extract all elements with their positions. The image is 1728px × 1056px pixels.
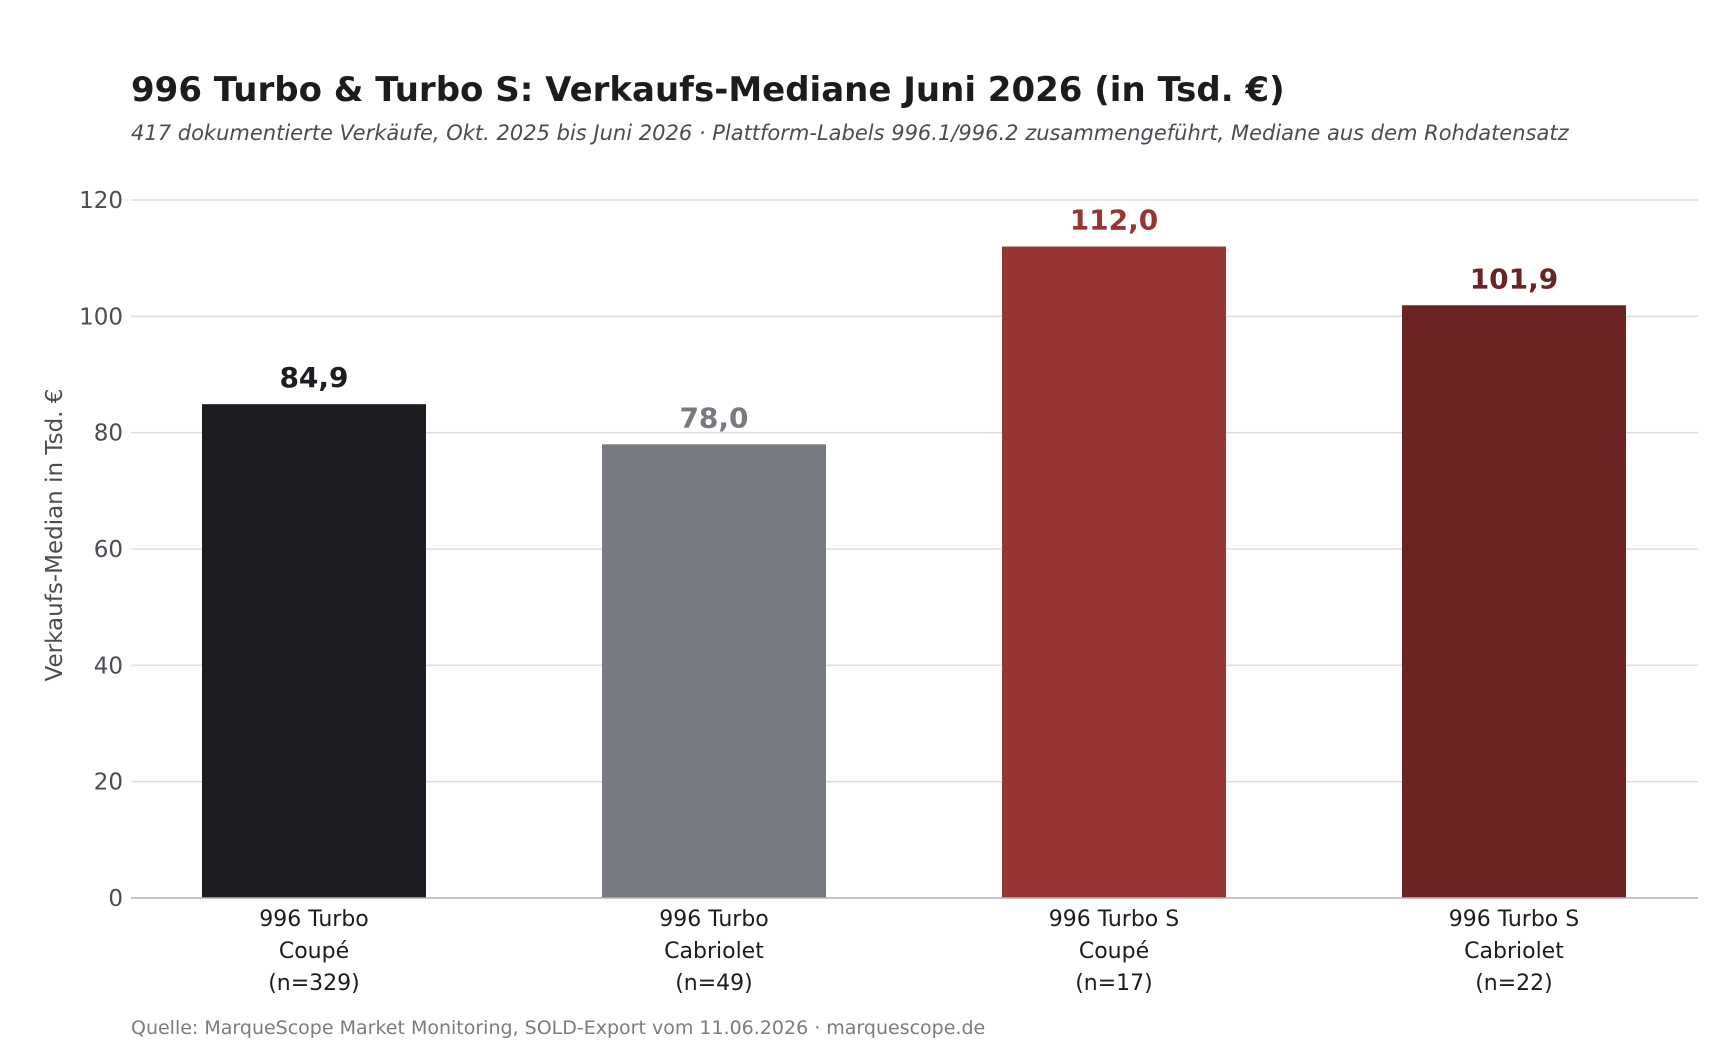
y-tick-label: 60 <box>94 537 123 563</box>
category-label: Cabriolet <box>1464 939 1564 964</box>
bar <box>202 404 426 898</box>
bar <box>1402 305 1626 898</box>
y-tick-label: 80 <box>94 421 123 447</box>
bar <box>1002 246 1226 899</box>
y-tick-label: 120 <box>79 188 123 214</box>
category-label: Cabriolet <box>664 939 764 964</box>
value-labels: 84,9 78,0 112,0 101,9 <box>279 204 1558 435</box>
category-label: 996 Turbo <box>659 907 769 932</box>
category-label: Coupé <box>1079 939 1149 964</box>
value-label: 84,9 <box>279 361 348 394</box>
category-label: 996 Turbo <box>259 907 369 932</box>
chart-title: 996 Turbo & Turbo S: Verkaufs-Mediane Ju… <box>131 70 1285 110</box>
bar <box>602 444 826 898</box>
y-tick-label: 100 <box>79 304 123 330</box>
category-label: 996 Turbo S <box>1449 907 1579 932</box>
y-axis-ticks: 0 20 40 60 80 100 120 <box>79 188 123 912</box>
category-label: (n=49) <box>675 971 753 996</box>
bars <box>202 246 1626 899</box>
value-label: 101,9 <box>1470 262 1559 295</box>
y-tick-label: 20 <box>94 770 123 796</box>
source-note: Quelle: MarqueScope Market Monitoring, S… <box>131 1017 986 1039</box>
y-tick-label: 40 <box>94 653 123 679</box>
category-label: 996 Turbo S <box>1049 907 1179 932</box>
value-label: 112,0 <box>1070 204 1159 237</box>
chart-subtitle: 417 dokumentierte Verkäufe, Okt. 2025 bi… <box>131 121 1569 145</box>
category-label: Coupé <box>279 939 349 964</box>
y-tick-label: 0 <box>108 886 123 912</box>
value-label: 78,0 <box>679 401 748 434</box>
y-axis-label: Verkaufs-Median in Tsd. € <box>42 389 68 682</box>
category-labels: 996 Turbo Coupé (n=329) 996 Turbo Cabriolet (… <box>259 907 1579 996</box>
category-label: (n=22) <box>1475 971 1553 996</box>
category-label: (n=329) <box>268 971 360 996</box>
category-label: (n=17) <box>1075 971 1153 996</box>
